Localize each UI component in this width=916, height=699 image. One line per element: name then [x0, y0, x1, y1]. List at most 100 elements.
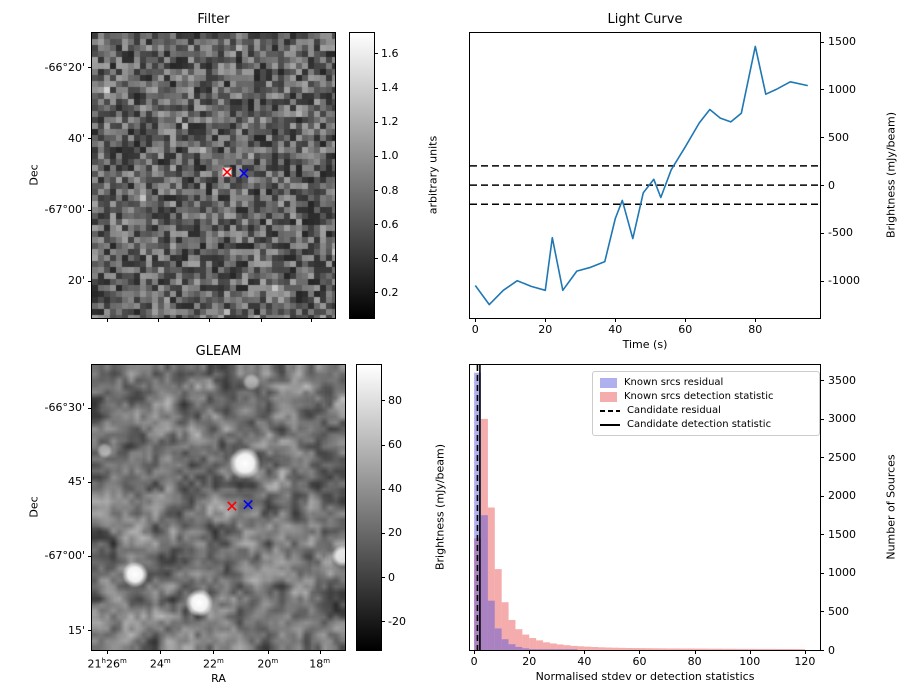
gleam-colorbar-tick: 0	[388, 570, 395, 584]
hist-bar	[529, 638, 537, 650]
tick-mark	[107, 650, 109, 654]
x-marker	[222, 167, 232, 177]
tick-mark	[213, 650, 215, 654]
tick-mark	[820, 89, 824, 91]
gleam-ytick-label: -66°30'	[44, 401, 86, 415]
histogram-ytick: 500	[828, 604, 849, 618]
hist-bar	[598, 647, 606, 650]
gleam-xtick-label: 24m	[149, 657, 171, 671]
tick-mark	[755, 318, 757, 322]
tick-mark	[820, 418, 824, 420]
tick-mark	[820, 611, 824, 613]
hist-bar	[549, 649, 557, 650]
hist-bar	[715, 648, 723, 650]
tick-mark	[381, 621, 385, 623]
hist-bar	[494, 628, 502, 650]
hist-bar	[735, 648, 743, 650]
tick-mark	[88, 280, 92, 282]
tick-mark	[381, 400, 385, 402]
gleam-colorbar-tick: 20	[388, 526, 402, 540]
legend-label: Known srcs residual	[624, 377, 724, 388]
histogram-y-axis-label: Number of Sources	[884, 454, 898, 560]
tick-mark	[820, 650, 824, 651]
hist-bar	[487, 600, 495, 650]
hist-bar	[515, 646, 523, 650]
legend-swatch-dashed	[600, 409, 620, 412]
tick-mark	[615, 318, 617, 322]
filter-colorbar-tick: 0.8	[381, 183, 399, 197]
tick-mark	[584, 650, 586, 654]
histogram-ytick: 3500	[828, 373, 856, 387]
histogram-xtick: 100	[739, 655, 761, 668]
tick-mark	[820, 41, 824, 43]
hist-bar	[680, 648, 688, 650]
legend-label: Known srcs detection statistic	[624, 391, 774, 402]
tick-mark	[529, 650, 531, 654]
tick-mark	[267, 650, 269, 654]
gleam-xtick-label: 20m	[257, 657, 279, 671]
histogram-xtick: 80	[687, 655, 702, 668]
gleam-xtick-label: 22m	[203, 657, 224, 671]
gleam-sky-image	[92, 365, 345, 650]
filter-colorbar	[349, 32, 375, 319]
hist-bar	[784, 649, 792, 650]
hist-bar	[474, 538, 482, 650]
tick-mark	[381, 444, 385, 446]
hist-bar	[646, 648, 654, 650]
hist-bar	[639, 648, 647, 650]
hist-bar	[673, 648, 681, 650]
histogram-x-axis-label: Normalised stdev or detection statistics	[535, 670, 755, 683]
light-curve-ytick: 1500	[828, 35, 856, 49]
tick-mark	[374, 155, 378, 157]
hist-bar	[756, 648, 764, 650]
light-curve-ytick: -1000	[828, 274, 860, 288]
light-curve-x-axis-label: Time (s)	[622, 338, 668, 351]
filter-dec-axis-label: Dec	[27, 164, 41, 186]
hist-bar	[763, 648, 771, 650]
tick-mark	[88, 209, 92, 211]
tick-mark	[374, 53, 378, 55]
hist-bar	[563, 645, 571, 650]
hist-bar	[611, 647, 619, 650]
gleam-colorbar	[356, 364, 382, 651]
tick-mark	[820, 534, 824, 536]
hist-bar	[522, 634, 530, 650]
histogram-legend: Known srcs residual Known srcs detection …	[592, 371, 820, 436]
hist-bar	[543, 649, 550, 650]
hist-bar	[522, 648, 530, 650]
hist-bar	[570, 649, 578, 650]
light-curve-xtick: 40	[608, 323, 623, 336]
tick-mark	[374, 292, 378, 294]
tick-mark	[804, 650, 806, 654]
legend-swatch-patch	[600, 391, 617, 402]
tick-mark	[310, 318, 312, 322]
hist-bar	[687, 648, 695, 650]
filter-colorbar-tick: 1.2	[381, 115, 399, 129]
hist-bar	[605, 647, 612, 650]
gleam-image-axes	[91, 364, 346, 651]
hist-bar	[508, 644, 516, 650]
tick-mark	[381, 577, 385, 579]
filter-colorbar-tick: 1.6	[381, 46, 399, 60]
light-curve-ytick: 1000	[828, 82, 856, 96]
tick-mark	[545, 318, 547, 322]
hist-bar	[556, 644, 564, 650]
filter-colorbar-tick: 1.4	[381, 81, 399, 95]
tick-mark	[160, 650, 162, 654]
histogram-xtick: 120	[794, 655, 816, 668]
tick-mark	[820, 495, 824, 497]
hist-bar	[770, 648, 778, 650]
hist-bar	[487, 507, 495, 650]
x-marker	[243, 499, 253, 510]
hist-bar	[481, 418, 488, 650]
tick-mark	[374, 87, 378, 89]
legend-item: Known srcs detection statistic	[600, 391, 812, 402]
tick-mark	[820, 380, 824, 382]
hist-bar	[494, 569, 502, 650]
gleam-colorbar-tick: 80	[388, 393, 402, 407]
light-curve-ytick: 500	[828, 130, 849, 144]
gleam-xtick-label: 18m	[309, 657, 331, 671]
tick-mark	[88, 407, 92, 409]
hist-bar	[722, 648, 730, 650]
light-curve-line	[474, 45, 808, 306]
